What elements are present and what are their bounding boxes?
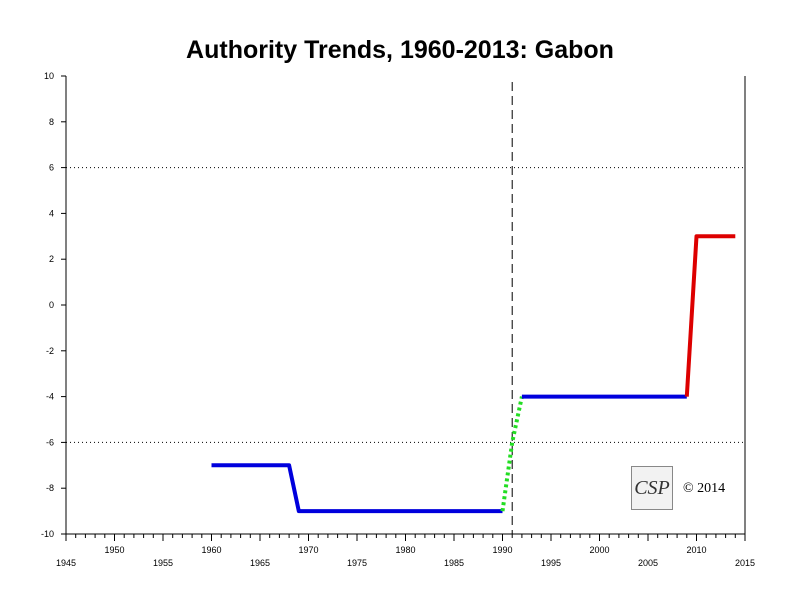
x-tick-label: 1955 bbox=[153, 558, 173, 568]
y-tick-label: 10 bbox=[44, 71, 54, 81]
series-layer bbox=[211, 234, 736, 514]
y-tick-label: -4 bbox=[46, 392, 54, 402]
x-tick-label: 1965 bbox=[250, 558, 270, 568]
x-tick-label: 1950 bbox=[104, 545, 124, 555]
y-tick-label: 2 bbox=[49, 254, 54, 264]
x-tick-label: 2000 bbox=[589, 545, 609, 555]
x-tick-label: 1960 bbox=[201, 545, 221, 555]
x-tick-label: 2015 bbox=[735, 558, 755, 568]
x-tick-label: 1985 bbox=[444, 558, 464, 568]
y-tick-label: -2 bbox=[46, 346, 54, 356]
x-tick-label: 2005 bbox=[638, 558, 658, 568]
x-tick-label: 1980 bbox=[395, 545, 415, 555]
csp-logo: CSP bbox=[631, 466, 673, 510]
y-tick-label: 6 bbox=[49, 163, 54, 173]
x-tick-label: 1970 bbox=[298, 545, 318, 555]
x-tick-label: 1990 bbox=[492, 545, 512, 555]
series-line bbox=[211, 463, 503, 514]
axes-layer: 10 8 6 4 2 0 -2 -4 -6 -8 -10 1945 1955 1965 1975 1985 19… bbox=[41, 71, 755, 568]
y-tick-label: 4 bbox=[49, 208, 54, 218]
x-tick-label: 1945 bbox=[56, 558, 76, 568]
series-line bbox=[684, 234, 736, 397]
y-tick-label: 0 bbox=[49, 300, 54, 310]
y-tick-label: 8 bbox=[49, 117, 54, 127]
chart-title: Authority Trends, 1960-2013: Gabon bbox=[186, 36, 614, 64]
x-tick-label: 2010 bbox=[686, 545, 706, 555]
x-tick-label: 1975 bbox=[347, 558, 367, 568]
y-tick-label: -6 bbox=[46, 437, 54, 447]
copyright-text: © 2014 bbox=[683, 481, 726, 496]
y-tick-label: -10 bbox=[41, 529, 54, 539]
x-tick-label: 1995 bbox=[541, 558, 561, 568]
y-tick-label: -8 bbox=[46, 483, 54, 493]
